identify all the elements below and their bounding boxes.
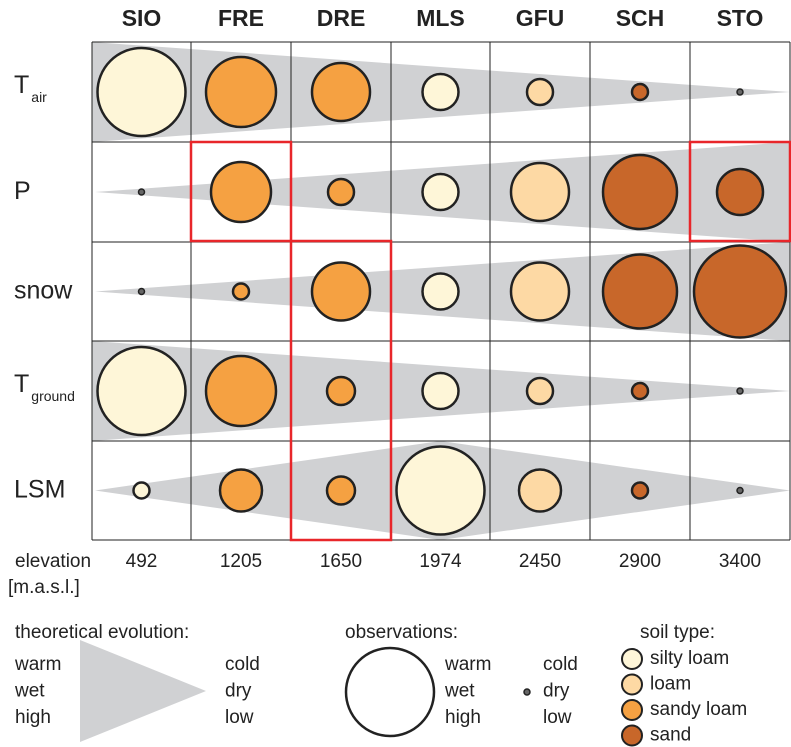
legend-word: low	[543, 707, 572, 728]
observation	[132, 481, 151, 500]
row-label-main: snow	[14, 276, 73, 304]
observation	[325, 475, 357, 506]
observation	[509, 161, 571, 223]
observation	[310, 61, 372, 123]
legend-label: sand	[650, 725, 691, 746]
row-label: snow	[14, 276, 73, 304]
column-header: GFU	[516, 5, 565, 31]
elevation-value: 1974	[419, 551, 462, 572]
legend-swatch	[621, 699, 643, 721]
legend-swatch	[621, 673, 643, 696]
observation	[310, 261, 372, 322]
observation	[630, 82, 650, 102]
observation	[421, 172, 460, 212]
legend-label: sandy loam	[650, 699, 747, 720]
row-label: P	[14, 177, 31, 205]
observation	[137, 287, 146, 296]
legend-big-circle	[344, 646, 436, 738]
observation	[421, 72, 460, 112]
legend-word: high	[15, 707, 51, 728]
row-label-sub: ground	[31, 388, 75, 404]
elevation-unit: [m.a.s.l.]	[8, 577, 80, 598]
observation	[601, 153, 679, 231]
observation	[218, 468, 264, 513]
legend-word: wet	[14, 681, 45, 702]
column-header: DRE	[317, 5, 366, 31]
elevation-value: 492	[126, 551, 158, 572]
observation	[395, 445, 486, 536]
observation	[326, 177, 356, 207]
legend-word: dry	[225, 681, 252, 702]
observation	[630, 481, 650, 500]
row-label-main: LSM	[14, 475, 65, 503]
legend-swatch	[621, 648, 643, 670]
legend-word: cold	[543, 654, 578, 675]
elevation-label: elevation	[15, 551, 91, 572]
observation	[525, 376, 555, 406]
highlight-box	[688, 140, 791, 243]
legend-wedge	[80, 640, 206, 742]
legend-word: warm	[444, 654, 491, 675]
legend-word: low	[225, 707, 254, 728]
column-header: STO	[717, 5, 764, 31]
legend-label: loam	[650, 674, 691, 695]
observation	[231, 282, 251, 301]
observation	[736, 387, 744, 395]
observation	[736, 88, 744, 96]
row-label: LSM	[14, 475, 65, 503]
highlight-box	[189, 140, 293, 243]
legend-small-circle	[523, 688, 531, 696]
legend-word: cold	[225, 654, 260, 675]
observation	[204, 354, 278, 428]
highlight-box	[289, 239, 393, 542]
observation	[525, 77, 555, 107]
observation	[601, 253, 679, 330]
row-label-main: T	[14, 370, 29, 398]
observation	[736, 486, 744, 495]
column-header: MLS	[416, 5, 465, 31]
observation	[325, 375, 357, 407]
legend-word: warm	[14, 654, 61, 675]
legend-word: dry	[543, 681, 570, 702]
observation	[715, 167, 765, 217]
elevation-value: 1205	[220, 551, 262, 572]
observation	[96, 46, 187, 138]
row-label-main: T	[14, 71, 29, 99]
observation	[630, 381, 650, 401]
column-header: SCH	[616, 5, 665, 31]
observation	[137, 188, 146, 196]
elevation-value: 3400	[719, 551, 761, 572]
observation	[421, 371, 460, 411]
elevation-value: 2900	[619, 551, 661, 572]
observation	[692, 244, 788, 339]
legend-title: observations:	[345, 622, 458, 643]
column-header: SIO	[122, 5, 162, 31]
column-header: FRE	[218, 5, 264, 31]
legend-word: wet	[444, 681, 475, 702]
observation	[421, 272, 460, 311]
observation	[204, 55, 278, 129]
legend-title: soil type:	[640, 622, 715, 643]
observation	[509, 261, 571, 322]
legend-swatch	[621, 724, 643, 747]
row-label-main: P	[14, 177, 31, 205]
legend-label: silty loam	[650, 648, 729, 669]
elevation-value: 1650	[320, 551, 362, 572]
legend-word: high	[445, 707, 481, 728]
elevation-value: 2450	[519, 551, 561, 572]
observation	[209, 160, 273, 224]
observation	[96, 345, 187, 437]
row-label-sub: air	[31, 89, 47, 105]
observation	[517, 468, 563, 513]
legend-title: theoretical evolution:	[15, 622, 189, 643]
